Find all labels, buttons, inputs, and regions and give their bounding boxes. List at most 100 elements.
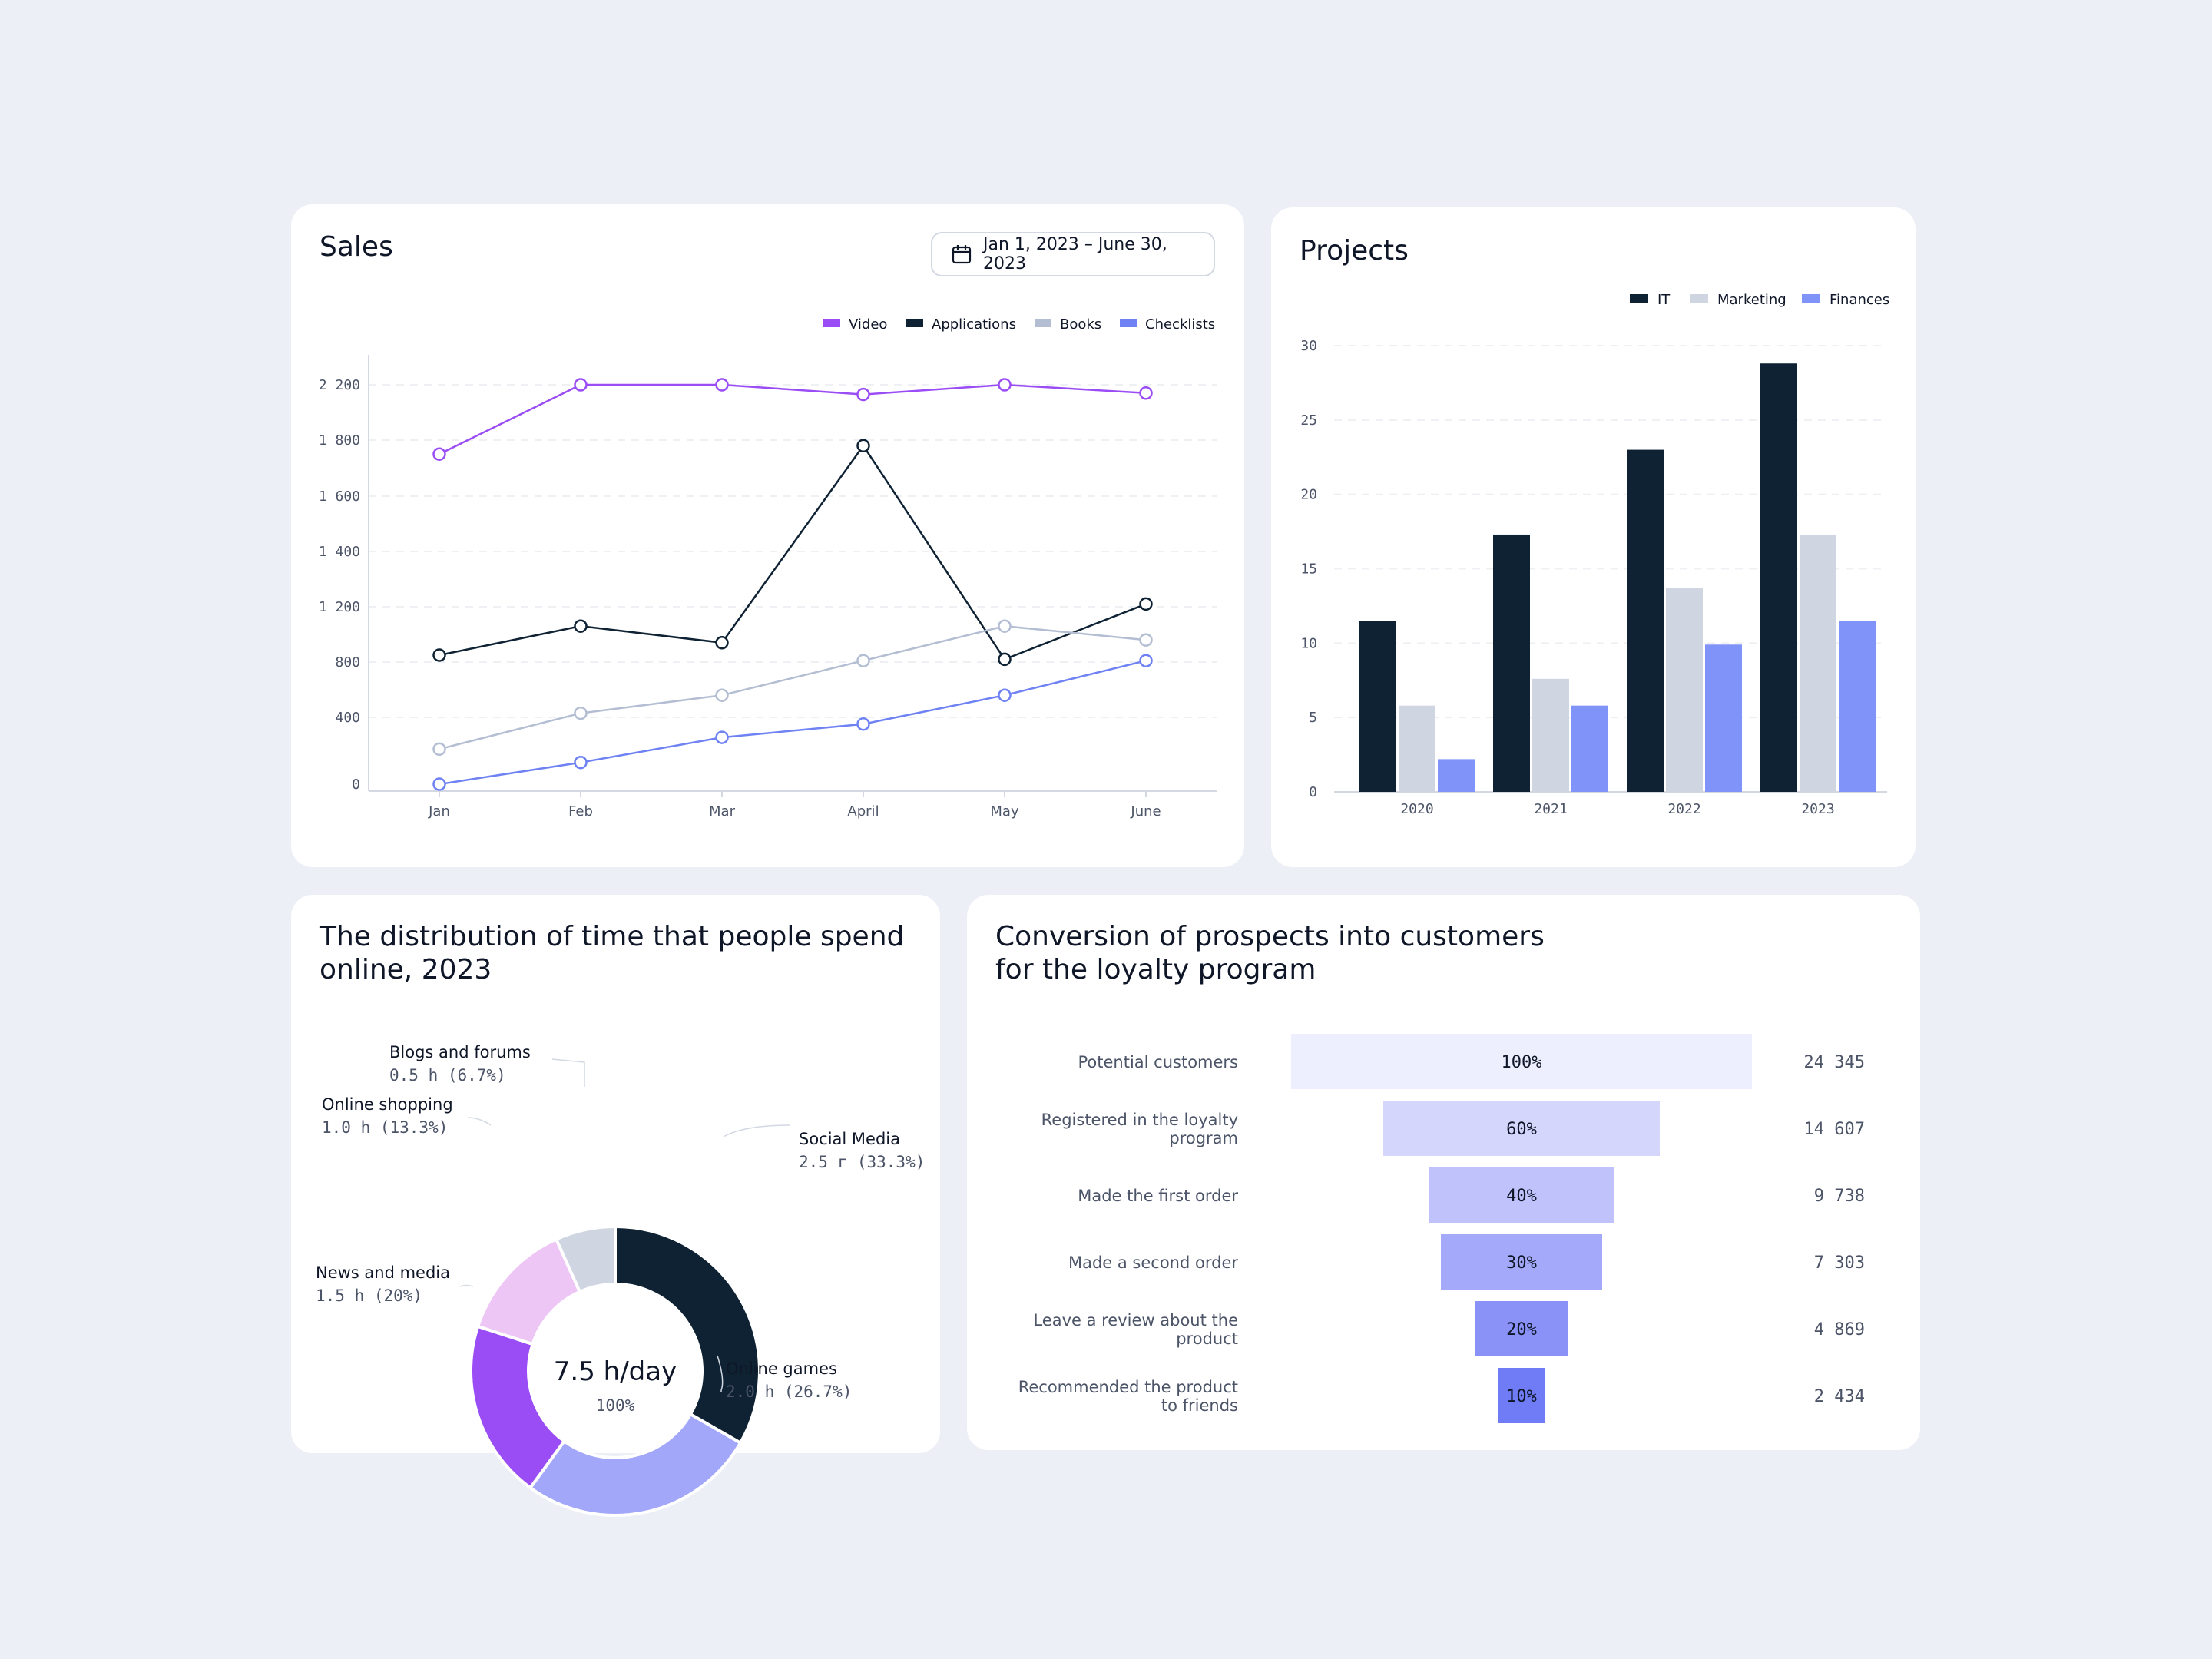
data-point-checklists: [998, 688, 1012, 702]
funnel-value-2: 14 607: [1804, 1120, 1865, 1139]
data-point-checklists: [1139, 654, 1153, 667]
funnel-label-2: Registered in the loyalty: [1041, 1111, 1238, 1129]
y-tick-label: 800: [335, 654, 360, 671]
y-tick-label: 0: [1309, 784, 1317, 800]
series-line-books: [439, 624, 1147, 750]
conversion-card: Conversion of prospects into customers f…: [967, 895, 1920, 1450]
conversion-title-line2: for the loyalty program: [995, 954, 1316, 986]
data-point-applications: [856, 439, 870, 453]
conversion-funnel-chart: 100% 24 345 Potential customers 60% 14 607 Re…: [1018, 1034, 1865, 1423]
slice-label-social-media: Social Media: [799, 1130, 900, 1148]
legend-swatch-applications: [906, 319, 923, 327]
funnel-pct-4: 30%: [1506, 1253, 1537, 1273]
funnel-value-3: 9 738: [1814, 1187, 1865, 1206]
slice-value-online-shopping: 1.0 h (13.3%): [322, 1118, 448, 1137]
x-tick-label: April: [847, 803, 879, 820]
leader-line: [467, 1117, 492, 1126]
funnel-pct-6: 10%: [1506, 1387, 1537, 1406]
legend-label-it: IT: [1657, 292, 1671, 308]
conversion-title-line1: Conversion of prospects into customers: [995, 921, 1545, 952]
series-line-applications: [439, 444, 1147, 661]
funnel-bar-3: [1429, 1167, 1614, 1223]
data-point-books: [856, 654, 870, 667]
date-range-label: Jan 1, 2023 – June 30, 2023: [983, 235, 1167, 273]
data-point-applications: [715, 636, 729, 650]
date-range-button[interactable]: Jan 1, 2023 – June 30, 2023: [931, 232, 1215, 276]
leader-line: [551, 1058, 585, 1087]
sales-line-chart: 0 400 800 1 200 1 400 1 600 1 800 2 200 Jan Feb Ma…: [319, 316, 1217, 820]
funnel-value-5: 4 869: [1814, 1320, 1865, 1339]
slice-label-online-shopping: Online shopping: [322, 1095, 453, 1114]
y-tick-label: 1 200: [319, 599, 360, 615]
bar-finances-2020: [1438, 759, 1475, 792]
x-tick-label: Feb: [568, 803, 593, 820]
funnel-label-4: Made a second order: [1068, 1253, 1238, 1272]
projects-bar-chart: 0 5 10 15 20 25 30 2020 2021 2022 2023 IT Marketing F…: [1300, 292, 1889, 817]
data-point-video: [574, 378, 588, 392]
funnel-value-6: 2 434: [1814, 1387, 1865, 1406]
data-point-applications: [574, 619, 588, 633]
legend-swatch-marketing: [1690, 294, 1708, 303]
slice-value-news-and-media: 1.5 h (20%): [316, 1286, 422, 1305]
y-tick-label: 15: [1300, 561, 1317, 578]
funnel-pct-2: 60%: [1506, 1120, 1537, 1139]
donut-center-value: 7.5 h/day: [554, 1356, 677, 1387]
legend-swatch-it: [1630, 294, 1648, 303]
funnel-value-4: 7 303: [1814, 1253, 1865, 1273]
legend-swatch-books: [1035, 319, 1051, 327]
data-point-checklists: [432, 777, 446, 791]
funnel-bar-6: [1498, 1368, 1545, 1423]
distribution-card: The distribution of time that people spe…: [291, 895, 940, 1517]
y-tick-label: 1 400: [319, 544, 360, 560]
bar-it-2021: [1493, 534, 1530, 792]
legend-swatch-checklists: [1120, 319, 1137, 327]
legend-label-applications: Applications: [932, 316, 1016, 333]
funnel-label-cont-6: to friends: [1161, 1396, 1238, 1415]
conversion-title: Conversion of prospects into customers f…: [995, 920, 1545, 986]
y-tick-label: 400: [335, 710, 360, 726]
data-point-checklists: [574, 755, 588, 770]
x-tick-label: Mar: [709, 803, 736, 820]
bar-finances-2021: [1571, 705, 1608, 792]
data-point-books: [715, 688, 729, 702]
distribution-title: The distribution of time that people spe…: [320, 920, 904, 986]
x-tick-label: 2020: [1400, 801, 1433, 817]
y-tick-label: 20: [1300, 487, 1317, 503]
funnel-pct-5: 20%: [1506, 1320, 1537, 1339]
projects-title: Projects: [1300, 235, 1409, 267]
x-tick-label: 2021: [1534, 801, 1567, 817]
distribution-title-line2: online, 2023: [320, 954, 492, 986]
legend-label-video: Video: [849, 316, 887, 333]
funnel-label-6: Recommended the product: [1018, 1378, 1238, 1396]
y-tick-label: 10: [1300, 635, 1317, 651]
legend-label-finances: Finances: [1830, 292, 1889, 308]
leader-line: [723, 1124, 791, 1137]
legend-label-books: Books: [1060, 316, 1101, 333]
series-line-video: [439, 383, 1147, 455]
funnel-pct-3: 40%: [1506, 1187, 1537, 1206]
donut-slice-online-games: [528, 1412, 743, 1517]
bar-it-2022: [1627, 449, 1664, 792]
funnel-label-cont-5: product: [1176, 1330, 1238, 1348]
data-point-video: [1139, 386, 1153, 400]
y-tick-label: 30: [1300, 338, 1317, 354]
data-point-video: [432, 447, 446, 461]
bar-marketing-2022: [1666, 588, 1703, 792]
donut-center-sub: 100%: [596, 1396, 635, 1415]
x-tick-label: May: [990, 803, 1019, 820]
y-tick-label: 0: [352, 777, 360, 793]
slice-value-blogs-and-forums: 0.5 h (6.7%): [389, 1066, 506, 1084]
slice-value-social-media: 2.5 г (33.3%): [799, 1153, 925, 1171]
x-tick-label: 2022: [1667, 801, 1700, 817]
slice-label-blogs-and-forums: Blogs and forums: [389, 1043, 531, 1061]
data-point-video: [856, 387, 870, 402]
data-point-applications: [998, 652, 1012, 667]
y-tick-label: 2 200: [319, 377, 360, 393]
funnel-bar-5: [1475, 1301, 1568, 1356]
x-tick-label: Jan: [428, 803, 450, 820]
donut-slice-social-media: [614, 1224, 761, 1445]
series-line-checklists: [439, 659, 1147, 786]
slice-label-online-games: Online games: [726, 1359, 837, 1378]
data-point-checklists: [856, 717, 870, 731]
funnel-label-1: Potential customers: [1078, 1053, 1238, 1071]
